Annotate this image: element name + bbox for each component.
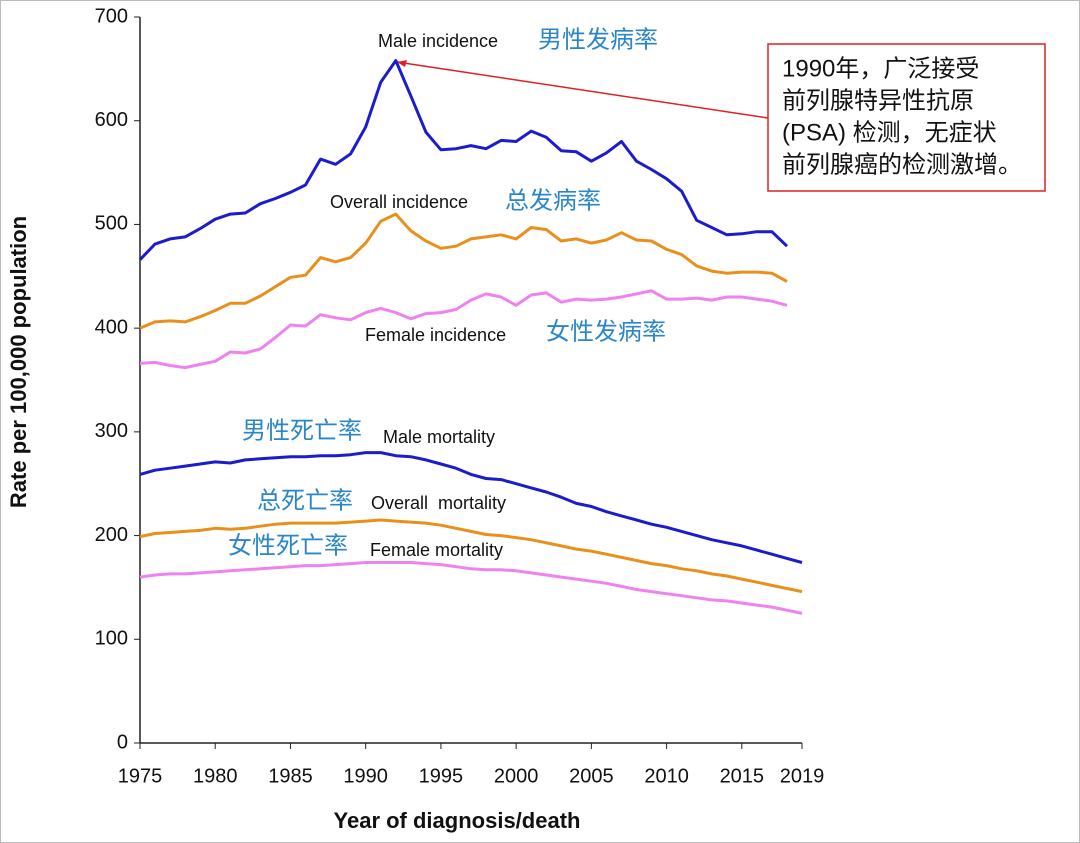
series-label: Overall mortality xyxy=(371,493,506,513)
x-tick-label: 2019 xyxy=(780,765,825,787)
callout-text: 1990年，广泛接受 xyxy=(782,55,979,82)
y-tick-label: 0 xyxy=(117,731,128,753)
series-label-zh: 男性死亡率 xyxy=(242,417,362,444)
x-tick-label: 1980 xyxy=(193,765,238,787)
series-label: Female incidence xyxy=(365,325,506,345)
x-tick-label: 1995 xyxy=(419,765,464,787)
callout-arrowhead xyxy=(397,60,407,67)
x-tick-label: 1985 xyxy=(268,765,313,787)
x-tick-label: 1990 xyxy=(343,765,388,787)
x-axis-title: Year of diagnosis/death xyxy=(334,808,581,833)
y-tick-label: 600 xyxy=(95,109,128,131)
series-label-zh: 总发病率 xyxy=(505,187,601,214)
series-line xyxy=(138,59,789,261)
series-label: Male mortality xyxy=(383,427,495,447)
series-label-zh: 总死亡率 xyxy=(257,487,353,514)
y-axis-title: Rate per 100,000 population xyxy=(6,216,31,508)
x-tick-label: 2015 xyxy=(720,765,765,787)
series-label: Male incidence xyxy=(378,31,498,51)
series-label-zh: 女性发病率 xyxy=(546,318,666,345)
x-tick-label: 2005 xyxy=(569,765,614,787)
series-line xyxy=(139,212,788,330)
series-line xyxy=(139,561,803,615)
series-line xyxy=(139,451,803,564)
callout-pointer xyxy=(396,61,769,119)
callout-box xyxy=(767,43,1046,192)
y-tick-label: 300 xyxy=(95,420,128,442)
y-tick-label: 100 xyxy=(95,628,128,650)
y-tick-label: 200 xyxy=(95,524,128,546)
x-tick-label: 2010 xyxy=(644,765,689,787)
y-tick-label: 700 xyxy=(95,5,128,27)
series-line xyxy=(139,289,788,370)
series-label: Female mortality xyxy=(370,540,503,560)
callout-text: 前列腺特异性抗原 xyxy=(782,87,974,114)
series-label: Overall incidence xyxy=(330,192,468,212)
series-label-zh: 男性发病率 xyxy=(538,26,658,53)
y-tick-label: 400 xyxy=(95,316,128,338)
callout-text: (PSA) 检测，无症状 xyxy=(782,119,997,146)
y-tick-label: 500 xyxy=(95,213,128,235)
x-tick-label: 1975 xyxy=(118,765,163,787)
callout-text: 前列腺癌的检测激增。 xyxy=(782,151,1022,178)
series-label-zh: 女性死亡率 xyxy=(228,532,348,559)
series-line xyxy=(139,518,803,594)
x-tick-label: 2000 xyxy=(494,765,539,787)
